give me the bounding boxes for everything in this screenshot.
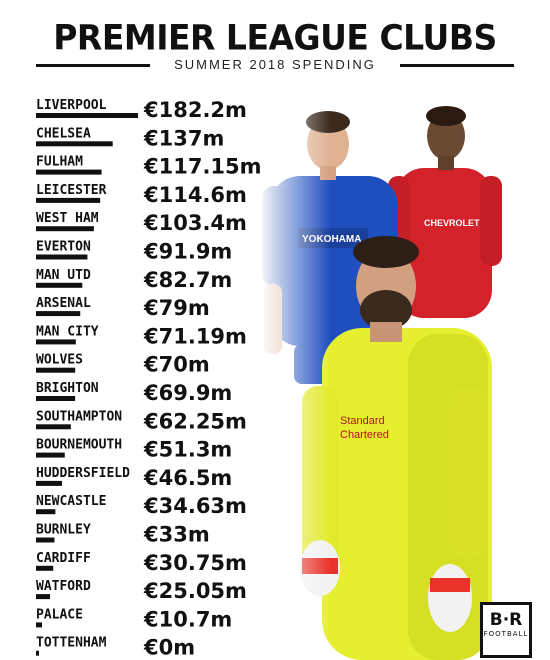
spending-value: €103.4m — [143, 211, 247, 235]
page-title: PREMIER LEAGUE CLUBS — [53, 17, 497, 58]
spending-bar — [36, 565, 54, 571]
spending-bar — [36, 396, 76, 401]
logo-sub: FOOTBALL — [483, 630, 529, 638]
spending-value: €71.19m — [143, 324, 247, 348]
club-label: CARDIFF — [36, 551, 91, 566]
club-label: HUDDERSFIELD — [36, 466, 130, 481]
spending-value: €46.5m — [143, 466, 232, 490]
spending-value: €30.75m — [143, 551, 247, 575]
spending-bar — [36, 622, 42, 628]
spending-value: €62.25m — [143, 409, 247, 433]
club-label: SOUTHAMPTON — [36, 409, 122, 424]
club-label: WATFORD — [36, 579, 91, 594]
spending-value: €69.9m — [143, 381, 232, 405]
club-label: TOTTENHAM — [36, 636, 107, 651]
club-label: LIVERPOOL — [36, 98, 107, 113]
spending-value: €70m — [143, 353, 210, 377]
spending-bar — [36, 141, 113, 147]
spending-value: €117.15m — [143, 155, 262, 179]
club-label: PALACE — [36, 607, 83, 622]
subtitle-row: SUMMER 2018 SPENDING — [36, 57, 514, 73]
spending-bar — [36, 594, 51, 600]
club-label: FULHAM — [36, 155, 83, 170]
club-label: MAN UTD — [36, 268, 91, 283]
spending-value: €137m — [143, 126, 224, 150]
subtitle: SUMMER 2018 SPENDING — [174, 57, 376, 72]
spending-bar — [36, 311, 81, 317]
spending-bar — [36, 169, 102, 175]
spending-value: €114.6m — [143, 183, 247, 207]
logo-main: B·R — [489, 610, 523, 630]
spending-bar — [36, 339, 76, 345]
club-label: BRIGHTON — [36, 381, 99, 396]
club-label: NEWCASTLE — [36, 494, 106, 509]
spending-bar — [36, 282, 83, 288]
club-label: WOLVES — [36, 353, 83, 368]
club-label: BURNLEY — [36, 523, 91, 538]
spending-value: €51.3m — [143, 438, 232, 462]
spending-bar — [36, 254, 88, 260]
spending-value: €82.7m — [143, 268, 232, 292]
club-label: BOURNEMOUTH — [36, 438, 122, 453]
club-label: EVERTON — [36, 240, 91, 255]
club-label: LEICESTER — [36, 183, 107, 198]
spending-value: €10.7m — [143, 607, 232, 631]
spending-bar — [36, 226, 94, 232]
spending-value: €0m — [143, 636, 195, 660]
spending-bar — [36, 367, 76, 373]
subtitle-rule-left — [36, 64, 150, 67]
club-label: ARSENAL — [36, 296, 91, 311]
subtitle-rule-right — [400, 64, 514, 67]
spending-bar — [36, 424, 71, 430]
spending-bar — [36, 650, 39, 656]
spending-bar — [36, 113, 138, 118]
club-label: MAN CITY — [36, 324, 99, 339]
spending-bar — [36, 537, 55, 543]
spending-value: €25.05m — [143, 579, 247, 603]
spending-bar — [36, 452, 65, 458]
spending-bar — [36, 197, 101, 203]
players-photo: CHEVROLET YOKOHAMA Standard Chartered — [258, 98, 548, 660]
spending-value: €182.2m — [143, 98, 247, 122]
spending-value: €91.9m — [143, 240, 232, 264]
spending-bar — [36, 480, 63, 486]
spending-value: €79m — [143, 296, 210, 320]
spending-value: €33m — [143, 523, 210, 547]
spending-bar — [36, 509, 56, 515]
club-label: WEST HAM — [36, 211, 99, 226]
club-label: CHELSEA — [36, 126, 91, 141]
spending-value: €34.63m — [143, 494, 247, 518]
br-football-logo: B·R FOOTBALL — [480, 602, 532, 658]
